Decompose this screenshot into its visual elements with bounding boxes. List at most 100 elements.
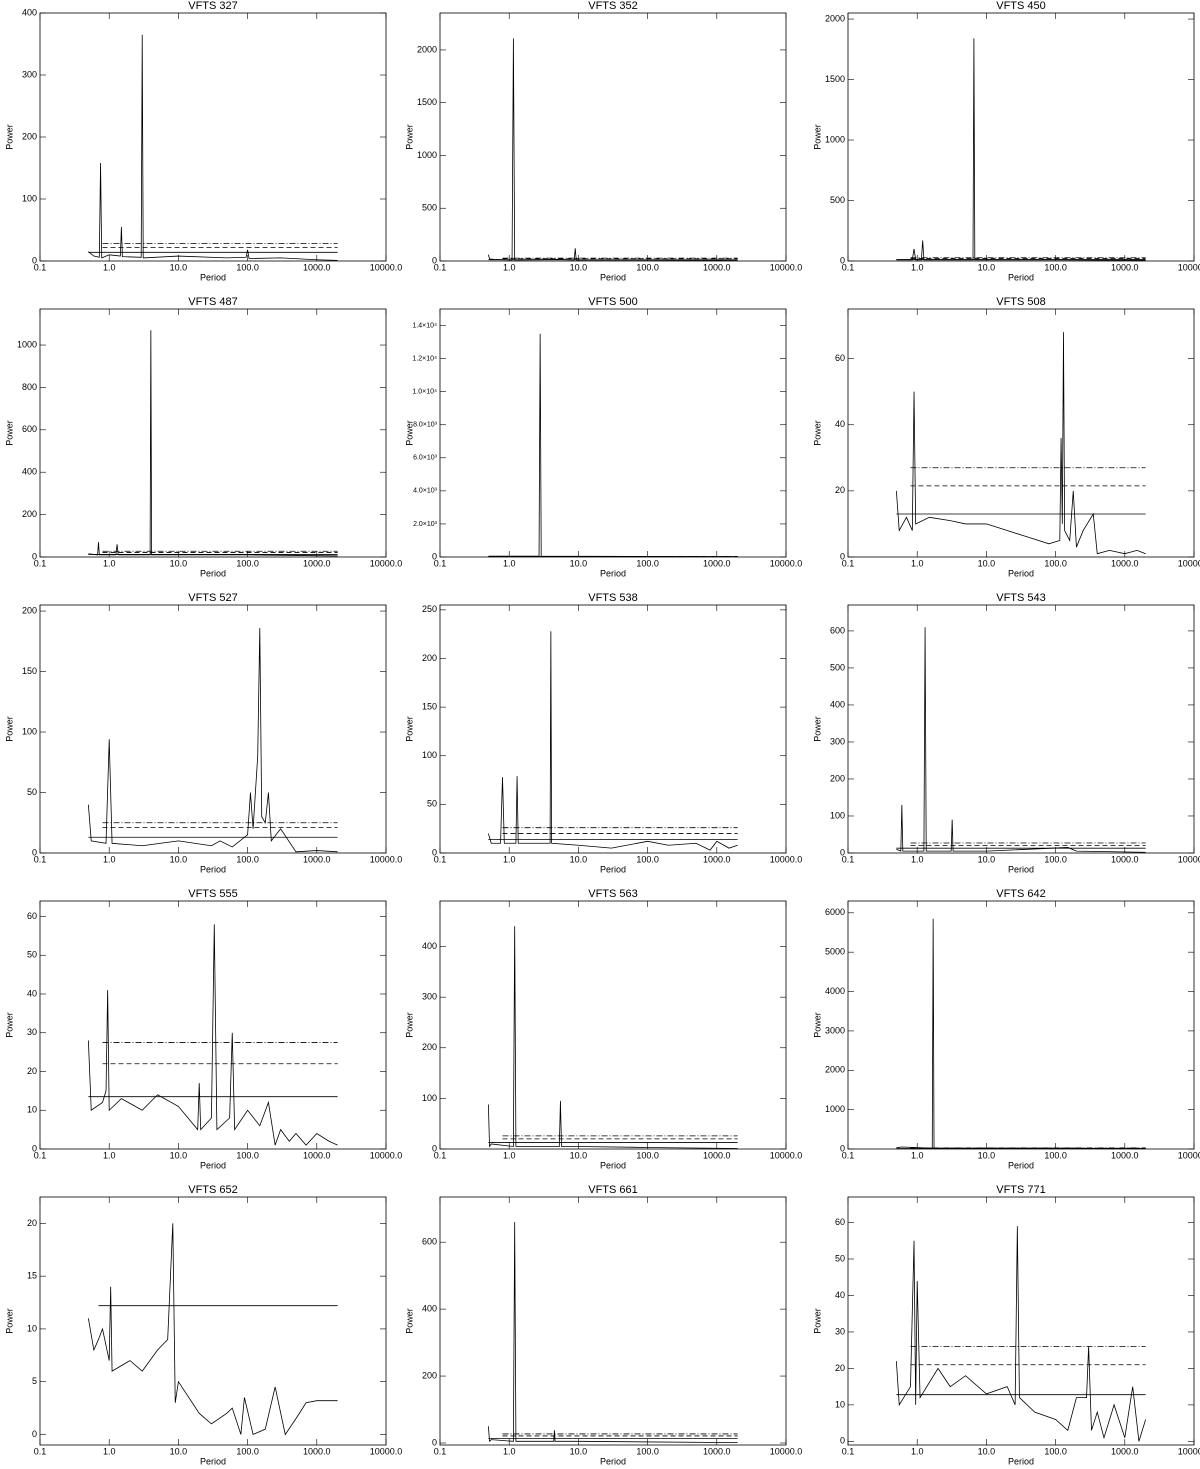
panel-title: VFTS 642 — [996, 888, 1046, 900]
x-tick-label: 100.0 — [236, 558, 259, 568]
x-tick-label: 0.1 — [434, 1446, 447, 1456]
x-tick-label: 1.0 — [103, 262, 116, 272]
series-line — [87, 1223, 338, 1436]
y-axis-label: Power — [812, 716, 822, 742]
x-tick-label: 100.0 — [1044, 262, 1067, 272]
panel: VFTS 500 Period Power 0.1 1.0 10.0 100.0 1000.0… — [404, 296, 802, 578]
y-tick-label: 2000 — [417, 44, 437, 54]
y-axis-label: Power — [404, 420, 414, 446]
series-line — [487, 1222, 738, 1444]
series-line — [896, 918, 1146, 1149]
x-tick-label: 100.0 — [1044, 1446, 1067, 1456]
y-tick-label: 0 — [432, 551, 437, 561]
x-tick-label: 10.0 — [170, 558, 188, 568]
panel-title: VFTS 563 — [588, 888, 638, 900]
series-line — [896, 38, 1146, 261]
y-tick-label: 200 — [830, 773, 845, 783]
x-tick-label: 0.1 — [842, 558, 855, 568]
plot-frame — [847, 308, 1195, 558]
x-tick-label: 0.1 — [34, 854, 47, 864]
x-tick-label: 1000.0 — [303, 262, 331, 272]
panel: VFTS 555 Period Power 0.1 1.0 10.0 100.0 1000.0… — [4, 888, 402, 1170]
x-tick-label: 100.0 — [636, 558, 659, 568]
x-tick-label: 1.0 — [103, 558, 116, 568]
x-tick-label: 10.0 — [170, 854, 188, 864]
y-tick-label: 10 — [835, 1399, 845, 1409]
panel: VFTS 450 Period Power 0.1 1.0 10.0 100.0 1000.0… — [812, 0, 1200, 282]
y-axis-label: Power — [4, 124, 14, 150]
panel-title: VFTS 508 — [996, 296, 1046, 308]
plot-frame — [39, 308, 387, 558]
x-tick-label: 0.1 — [434, 1150, 447, 1160]
x-tick-label: 1.0 — [911, 262, 924, 272]
series-line — [487, 926, 738, 1149]
x-axis-label: Period — [1008, 1160, 1034, 1170]
x-tick-label: 1.0 — [103, 1150, 116, 1160]
y-axis-label: Power — [812, 1012, 822, 1038]
y-tick-label: 0 — [432, 847, 437, 857]
y-tick-label: 50 — [835, 1253, 845, 1263]
y-tick-label: 600 — [22, 424, 37, 434]
y-axis-label: Power — [404, 1012, 414, 1038]
series-line — [87, 627, 338, 853]
y-axis-label: Power — [4, 1308, 14, 1334]
plot-frame — [39, 900, 387, 1150]
y-tick-label: 200 — [422, 653, 437, 663]
x-axis-label: Period — [600, 568, 626, 578]
y-tick-label: 100 — [22, 726, 37, 736]
x-axis-label: Period — [600, 1456, 626, 1466]
x-tick-label: 0.1 — [842, 1150, 855, 1160]
x-axis-label: Period — [600, 1160, 626, 1170]
x-tick-label: 100.0 — [1044, 558, 1067, 568]
y-tick-label: 30 — [27, 1027, 37, 1037]
panel: VFTS 327 Period Power 0.1 1.0 10.0 100.0 1000.0… — [4, 0, 402, 282]
y-tick-label: 200 — [422, 1370, 437, 1380]
y-tick-label: 6000 — [825, 907, 845, 917]
y-tick-label: 300 — [422, 992, 437, 1002]
series-line — [87, 924, 338, 1146]
x-tick-label: 1.0 — [103, 854, 116, 864]
x-tick-label: 100.0 — [636, 1446, 659, 1456]
x-tick-label: 10000.0 — [770, 1446, 803, 1456]
x-tick-label: 10.0 — [570, 262, 588, 272]
panel-title: VFTS 555 — [188, 888, 238, 900]
y-axis-label: Power — [404, 716, 414, 742]
x-tick-label: 1.0 — [503, 1150, 516, 1160]
panel-title: VFTS 352 — [588, 0, 638, 12]
plot-frame — [847, 900, 1195, 1150]
x-tick-label: 10.0 — [978, 558, 996, 568]
y-tick-label: 50 — [27, 950, 37, 960]
x-tick-label: 1000.0 — [703, 854, 731, 864]
x-tick-label: 10000.0 — [370, 854, 403, 864]
x-tick-label: 0.1 — [434, 558, 447, 568]
y-axis-label: Power — [812, 420, 822, 446]
panel-title: VFTS 527 — [188, 592, 238, 604]
y-axis-label: Power — [812, 124, 822, 150]
y-tick-label: 250 — [422, 604, 437, 614]
x-tick-label: 1000.0 — [303, 558, 331, 568]
y-tick-label: 1.0×10⁴ — [412, 389, 437, 396]
y-axis-label: Power — [4, 716, 14, 742]
y-tick-label: 200 — [422, 1042, 437, 1052]
y-tick-label: 0 — [32, 847, 37, 857]
x-tick-label: 100.0 — [1044, 1150, 1067, 1160]
y-tick-label: 100 — [830, 810, 845, 820]
y-tick-label: 500 — [830, 662, 845, 672]
x-axis-label: Period — [1008, 864, 1034, 874]
y-tick-label: 150 — [422, 701, 437, 711]
panel-title: VFTS 487 — [188, 296, 238, 308]
panel: VFTS 652 Period Power 0.1 1.0 10.0 100.0 1000.0… — [4, 1184, 402, 1466]
x-tick-label: 0.1 — [842, 854, 855, 864]
y-tick-label: 0 — [840, 847, 845, 857]
y-tick-label: 1.4×10⁴ — [412, 322, 437, 329]
y-tick-label: 1500 — [417, 97, 437, 107]
plot-frame — [39, 12, 387, 262]
x-tick-label: 1000.0 — [1111, 1150, 1139, 1160]
y-tick-label: 400 — [22, 467, 37, 477]
panel: VFTS 352 Period Power 0.1 1.0 10.0 100.0 1000.0… — [404, 0, 802, 282]
x-tick-label: 0.1 — [842, 262, 855, 272]
y-axis-label: Power — [4, 420, 14, 446]
plot-frame — [439, 604, 787, 854]
x-tick-label: 1.0 — [911, 1150, 924, 1160]
y-tick-label: 0 — [840, 255, 845, 265]
